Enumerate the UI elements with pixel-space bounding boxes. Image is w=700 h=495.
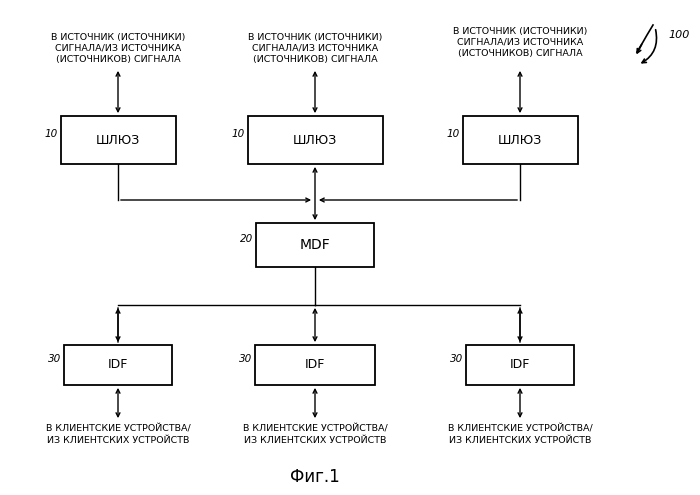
Text: 30: 30	[449, 354, 463, 364]
Text: 10: 10	[447, 129, 459, 139]
Text: ШЛЮЗ: ШЛЮЗ	[293, 134, 337, 147]
Text: 10: 10	[231, 129, 244, 139]
Text: В КЛИЕНТСКИЕ УСТРОЙСТВА/
ИЗ КЛИЕНТСКИХ УСТРОЙСТВ: В КЛИЕНТСКИЕ УСТРОЙСТВА/ ИЗ КЛИЕНТСКИХ У…	[447, 425, 592, 445]
Text: В ИСТОЧНИК (ИСТОЧНИКИ)
СИГНАЛА/ИЗ ИСТОЧНИКА
(ИСТОЧНИКОВ) СИГНАЛА: В ИСТОЧНИК (ИСТОЧНИКИ) СИГНАЛА/ИЗ ИСТОЧН…	[51, 33, 186, 64]
Text: MDF: MDF	[300, 238, 330, 252]
Text: Фиг.1: Фиг.1	[290, 468, 340, 486]
Bar	[64, 345, 172, 385]
Bar	[463, 116, 578, 164]
Bar	[466, 345, 574, 385]
Text: IDF: IDF	[108, 358, 128, 372]
Text: В КЛИЕНТСКИЕ УСТРОЙСТВА/
ИЗ КЛИЕНТСКИХ УСТРОЙСТВ: В КЛИЕНТСКИЕ УСТРОЙСТВА/ ИЗ КЛИЕНТСКИХ У…	[243, 425, 387, 445]
Text: ШЛЮЗ: ШЛЮЗ	[96, 134, 140, 147]
Text: IDF: IDF	[304, 358, 326, 372]
Text: 30: 30	[48, 354, 61, 364]
Text: В ИСТОЧНИК (ИСТОЧНИКИ)
СИГНАЛА/ИЗ ИСТОЧНИКА
(ИСТОЧНИКОВ) СИГНАЛА: В ИСТОЧНИК (ИСТОЧНИКИ) СИГНАЛА/ИЗ ИСТОЧН…	[248, 33, 382, 64]
Text: 30: 30	[239, 354, 252, 364]
Text: ШЛЮЗ: ШЛЮЗ	[498, 134, 542, 147]
Bar	[248, 116, 382, 164]
Text: 100: 100	[668, 30, 690, 40]
Text: В ИСТОЧНИК (ИСТОЧНИКИ)
СИГНАЛА/ИЗ ИСТОЧНИКА
(ИСТОЧНИКОВ) СИГНАЛА: В ИСТОЧНИК (ИСТОЧНИКИ) СИГНАЛА/ИЗ ИСТОЧН…	[453, 27, 587, 58]
FancyArrowPatch shape	[637, 45, 642, 53]
Bar	[256, 223, 374, 267]
FancyArrowPatch shape	[642, 30, 657, 63]
Bar	[60, 116, 176, 164]
Bar	[255, 345, 375, 385]
Text: В КЛИЕНТСКИЕ УСТРОЙСТВА/
ИЗ КЛИЕНТСКИХ УСТРОЙСТВ: В КЛИЕНТСКИЕ УСТРОЙСТВА/ ИЗ КЛИЕНТСКИХ У…	[46, 425, 190, 445]
Text: 10: 10	[44, 129, 57, 139]
Text: 20: 20	[239, 234, 253, 244]
Text: IDF: IDF	[510, 358, 530, 372]
